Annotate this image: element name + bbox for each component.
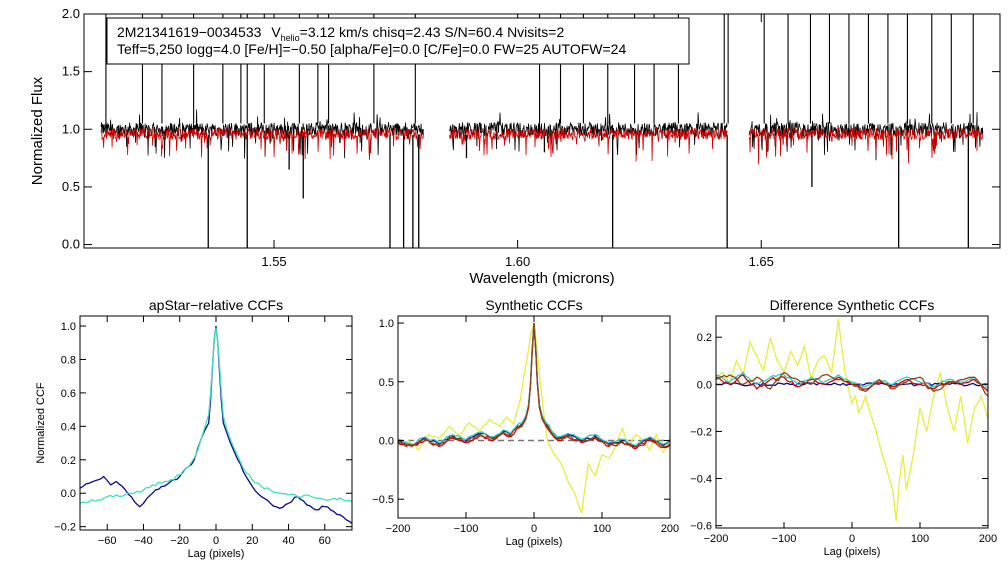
- x-axis-label: Lag (pixels): [188, 548, 245, 560]
- x-tick-label: −200: [704, 533, 729, 545]
- annotation-box: [106, 17, 690, 65]
- series-combined: [80, 325, 352, 524]
- chart-difference_ccf: −200 −100 0 100 200 −0.6 −0.4 −0.2 0.0 0.2 Differe…: [690, 297, 997, 558]
- x-tick-label: 200: [661, 523, 679, 535]
- annotation-star: 2M21341619−0034533: [117, 24, 262, 40]
- annotation-line2: Teff=5,250 logg=4.0 [Fe/H]=−0.50 [alpha/…: [117, 41, 626, 57]
- x-tick-label: 60: [319, 535, 331, 547]
- y-tick-label: 0.0: [62, 237, 80, 252]
- annotation-v-sub: helio: [281, 33, 300, 43]
- series-brown: [716, 371, 988, 397]
- x-axis-label: Lag (pixels): [824, 546, 881, 558]
- x-axis-label: Wavelength (microns): [469, 270, 614, 287]
- y-tick-label: 0.5: [62, 179, 80, 194]
- y-tick-label: 2.0: [62, 6, 80, 21]
- y-tick-label: 0.0: [697, 379, 712, 391]
- y-tick-label: 0.5: [379, 377, 394, 389]
- x-tick-label: 40: [282, 535, 294, 547]
- x-tick-label: −100: [454, 523, 479, 535]
- x-tick-label: 0: [213, 535, 219, 547]
- y-tick-label: 0.0: [379, 435, 394, 447]
- x-axis-label: Lag (pixels): [506, 536, 563, 548]
- y-tick-label: 1.0: [379, 318, 394, 330]
- y-tick-label: 1.5: [62, 64, 80, 79]
- y-tick-label: −0.2: [54, 522, 76, 534]
- plot-frame: [83, 13, 1001, 249]
- y-tick-label: −0.4: [690, 474, 712, 486]
- y-tick-label: −0.2: [690, 426, 712, 438]
- plot-title: apStar−relative CCFs: [149, 297, 283, 313]
- x-tick-label: 0: [849, 533, 855, 545]
- x-tick-label: −100: [772, 533, 797, 545]
- plot-title: Difference Synthetic CCFs: [770, 297, 935, 313]
- x-tick-label: −20: [170, 535, 189, 547]
- y-tick-label: 0.6: [61, 388, 76, 400]
- x-tick-label: −60: [98, 535, 117, 547]
- x-tick-label: 100: [593, 523, 611, 535]
- x-tick-label: 0: [531, 523, 537, 535]
- y-axis-label: Normalized CCF: [35, 382, 47, 464]
- y-tick-label: 0.2: [61, 455, 76, 467]
- y-tick-label: −0.6: [690, 521, 712, 533]
- plot-area-synthetic_ccf: [398, 322, 670, 514]
- y-tick-label: 0.8: [61, 354, 76, 366]
- x-tick-label: −200: [386, 523, 411, 535]
- x-tick-label: 1.60: [505, 254, 530, 269]
- x-tick-label: −40: [134, 535, 153, 547]
- plot-area-apstar_ccf: [80, 325, 352, 524]
- y-tick-label: 0.0: [61, 488, 76, 500]
- series-model: [100, 126, 984, 165]
- series-teal: [716, 371, 988, 390]
- y-tick-label: 0.4: [61, 421, 76, 433]
- y-tick-label: 1.0: [62, 121, 80, 136]
- x-tick-label: 1.55: [261, 254, 286, 269]
- chart-apstar_ccf: −60 −40 −20 0 20 40 60 −0.2 0.0 0.2 0.4 0.6 0.8 1.0 ap…: [35, 297, 353, 560]
- y-tick-label: −0.5: [372, 494, 394, 506]
- x-tick-label: 20: [246, 535, 258, 547]
- y-tick-label: 1.0: [61, 321, 76, 333]
- plot-area-difference_ccf: [716, 318, 988, 521]
- annotation: 2M21341619−0034533 Vhelio=3.12 km/s chis…: [106, 17, 690, 65]
- series-visit: [80, 327, 352, 504]
- y-axis-label: Normalized Flux: [29, 76, 46, 185]
- x-tick-label: 200: [979, 533, 997, 545]
- svg-text:2M21341619−0034533 Vhe: 2M21341619−0034533 Vhelio=3.12 km/s chis…: [117, 24, 564, 43]
- x-tick-label: 1.65: [749, 254, 774, 269]
- annotation-rest: =3.12 km/s chisq=2.43 S/N=60.4 Nvisits=2: [300, 24, 565, 40]
- x-tick-label: 100: [911, 533, 929, 545]
- y-tick-label: 0.2: [697, 332, 712, 344]
- annotation-v: V: [271, 24, 281, 40]
- chart-synthetic_ccf: −200 −100 0 100 200 −0.5 0.0 0.5 1.0 Synthetic CC…: [372, 297, 679, 548]
- plot-title: Synthetic CCFs: [485, 297, 582, 313]
- series-brown: [398, 322, 670, 449]
